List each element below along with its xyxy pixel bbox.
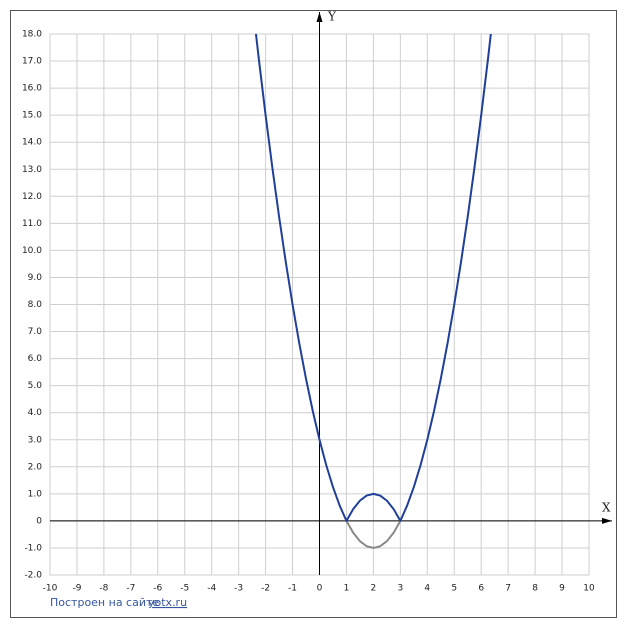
x-axis-label: X [602,501,611,515]
x-tick-label: 6 [478,584,484,594]
y-tick-label: 0 [36,516,42,526]
x-tick-label: -4 [207,584,216,594]
x-tick-label: 3 [397,584,403,594]
y-tick-label: 5.0 [28,381,43,391]
x-axis-arrow [602,517,612,524]
y-tick-label: 12.0 [22,192,42,202]
curve [345,520,402,549]
x-tick-label: -7 [126,584,135,594]
y-tick-label: 2.0 [28,462,43,472]
y-tick-label: 18.0 [22,30,42,40]
x-tick-label: -2 [261,584,270,594]
y-tick-label: 17.0 [22,57,42,67]
x-tick-label: 9 [559,584,565,594]
curve [254,34,492,522]
x-tick-label: 0 [317,584,323,594]
y-tick-label: 10.0 [22,246,42,256]
y-tick-label: 14.0 [22,138,42,148]
y-tick-label: 7.0 [28,327,43,337]
y-axis-arrow [316,12,323,22]
x-tick-label: -6 [153,584,162,594]
x-tick-label: -10 [43,584,58,594]
x-tick-label: -5 [180,584,189,594]
y-tick-label: 6.0 [28,354,43,364]
y-tick-label: 4.0 [28,408,43,418]
y-axis-label: Y [327,10,337,24]
x-tick-label: 2 [371,584,377,594]
y-tick-label: 16.0 [22,84,42,94]
y-tick-label: -1.0 [24,543,42,553]
footer-link[interactable]: yotx.ru [148,596,187,609]
y-tick-label: 1.0 [28,489,43,499]
x-tick-label: 8 [532,584,538,594]
frame [10,10,617,618]
y-tick-label: 9.0 [28,273,43,283]
y-tick-label: 11.0 [22,219,42,229]
y-tick-label: 8.0 [28,300,43,310]
footer-text: Построен на сайте [50,596,159,609]
x-tick-label: -1 [288,584,297,594]
x-tick-label: 7 [505,584,511,594]
x-tick-label: 5 [451,584,457,594]
x-tick-label: 4 [424,584,430,594]
x-tick-label: 10 [583,584,595,594]
y-tick-label: 15.0 [22,111,42,121]
y-tick-label: 3.0 [28,435,43,445]
x-tick-label: 1 [344,584,350,594]
x-tick-label: -3 [234,584,243,594]
x-tick-label: -8 [99,584,108,594]
y-tick-label: -2.0 [24,571,42,581]
x-tick-label: -9 [72,584,81,594]
y-tick-label: 13.0 [22,165,42,175]
